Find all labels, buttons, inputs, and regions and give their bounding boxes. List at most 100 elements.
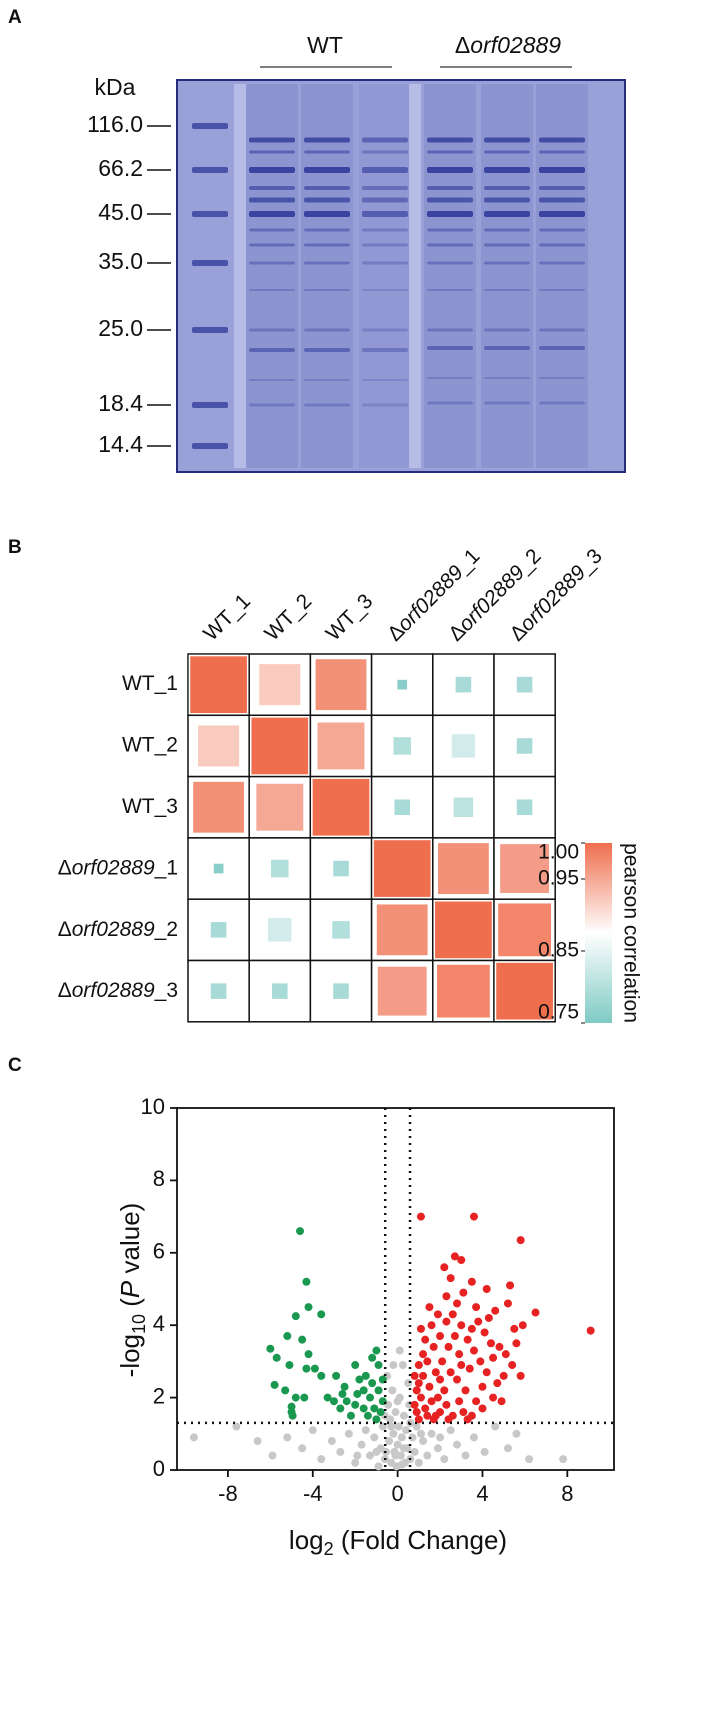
point bbox=[395, 1346, 404, 1355]
colorbar bbox=[585, 843, 612, 1023]
band bbox=[539, 328, 585, 332]
point bbox=[372, 1346, 381, 1355]
row-label: WT_3 bbox=[122, 795, 178, 818]
lane bbox=[359, 84, 411, 468]
point bbox=[463, 1415, 472, 1424]
point bbox=[457, 1361, 466, 1370]
point bbox=[342, 1397, 351, 1406]
text-part: Δ bbox=[455, 32, 470, 58]
x-tick-label: -8 bbox=[218, 1481, 238, 1506]
band bbox=[304, 261, 350, 265]
group-label: WT bbox=[307, 32, 343, 58]
point bbox=[431, 1368, 440, 1377]
point bbox=[469, 1212, 478, 1221]
band bbox=[304, 186, 350, 190]
colorbar-tick-label: 0.75 bbox=[538, 1001, 579, 1024]
point bbox=[476, 1357, 485, 1366]
band bbox=[484, 150, 530, 154]
band bbox=[249, 137, 295, 143]
text-part: orf02889 bbox=[72, 979, 155, 1002]
point bbox=[266, 1344, 275, 1353]
band bbox=[427, 401, 473, 405]
band bbox=[249, 211, 295, 217]
marker-label: 45.0 bbox=[98, 199, 143, 225]
band bbox=[427, 243, 473, 247]
point bbox=[499, 1371, 508, 1380]
band bbox=[249, 328, 295, 332]
point bbox=[304, 1303, 313, 1312]
point bbox=[298, 1335, 307, 1344]
point bbox=[510, 1324, 519, 1333]
point bbox=[516, 1371, 525, 1380]
point bbox=[419, 1371, 428, 1380]
row-label: WT_1 bbox=[122, 672, 178, 695]
point bbox=[340, 1382, 349, 1391]
text-part: Δ bbox=[58, 917, 72, 940]
text-part: _3 bbox=[154, 979, 178, 1002]
cell bbox=[450, 732, 477, 760]
cell bbox=[395, 678, 409, 691]
point bbox=[480, 1328, 489, 1337]
point bbox=[436, 1433, 445, 1442]
column-label: WT_2 bbox=[260, 590, 316, 646]
point bbox=[397, 1460, 406, 1469]
point bbox=[559, 1455, 568, 1464]
point bbox=[388, 1386, 397, 1395]
cell bbox=[188, 654, 249, 715]
point bbox=[302, 1277, 311, 1286]
row-label: Δorf02889_2 bbox=[58, 917, 178, 940]
colorbar-tick-label: 1.00 bbox=[538, 841, 579, 864]
band bbox=[427, 228, 473, 232]
band bbox=[484, 186, 530, 190]
band bbox=[484, 197, 530, 203]
point bbox=[518, 1321, 527, 1330]
cell bbox=[436, 841, 491, 896]
point bbox=[421, 1335, 430, 1344]
point bbox=[444, 1415, 453, 1424]
point bbox=[491, 1422, 500, 1431]
point bbox=[394, 1422, 403, 1431]
point bbox=[398, 1361, 407, 1370]
cell bbox=[249, 716, 310, 776]
colorbar-tick-label: 0.85 bbox=[538, 939, 579, 962]
point bbox=[414, 1361, 423, 1370]
point bbox=[419, 1350, 428, 1359]
point bbox=[450, 1252, 459, 1261]
marker-label: 18.4 bbox=[98, 390, 143, 416]
point bbox=[359, 1386, 368, 1395]
point bbox=[372, 1415, 381, 1424]
cell-border bbox=[248, 898, 312, 962]
point bbox=[489, 1353, 498, 1362]
marker-label: 14.4 bbox=[98, 431, 143, 457]
point bbox=[416, 1429, 425, 1438]
point bbox=[283, 1332, 292, 1341]
point bbox=[232, 1422, 241, 1431]
point bbox=[508, 1361, 517, 1370]
point bbox=[253, 1437, 262, 1446]
band bbox=[539, 377, 585, 379]
point bbox=[361, 1426, 370, 1435]
cell bbox=[331, 981, 351, 1001]
point bbox=[446, 1426, 455, 1435]
cell bbox=[269, 858, 291, 879]
point bbox=[427, 1321, 436, 1330]
point bbox=[414, 1379, 423, 1388]
point bbox=[478, 1382, 487, 1391]
band bbox=[304, 167, 350, 173]
row-label: Δorf02889_3 bbox=[58, 979, 178, 1002]
point bbox=[359, 1404, 368, 1413]
band bbox=[484, 346, 530, 350]
point bbox=[351, 1458, 360, 1467]
band bbox=[427, 289, 473, 291]
text-part: Δ bbox=[58, 979, 72, 1002]
point bbox=[436, 1332, 445, 1341]
lane bbox=[481, 84, 533, 468]
band bbox=[249, 167, 295, 173]
point bbox=[495, 1342, 504, 1351]
point bbox=[438, 1357, 447, 1366]
band bbox=[362, 197, 408, 203]
text-part: Δ bbox=[58, 856, 72, 879]
point bbox=[397, 1433, 406, 1442]
point bbox=[366, 1393, 375, 1402]
point bbox=[291, 1312, 300, 1321]
